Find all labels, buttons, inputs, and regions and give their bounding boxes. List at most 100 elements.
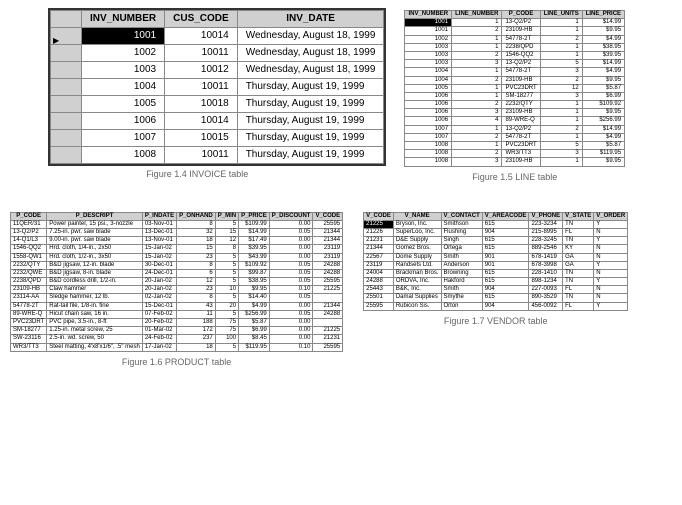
table-row: 10081PVC23DRT5$5.87 xyxy=(405,142,625,150)
cell: SM-18277 xyxy=(11,327,47,335)
table-row: 1001223109-HB1$9.95 xyxy=(405,27,625,35)
cell: FL xyxy=(563,302,594,310)
cell: 0.10 xyxy=(269,343,313,351)
cell: 54778-2T xyxy=(11,302,47,310)
table-row: 100321546-QQ21$39.95 xyxy=(405,51,625,59)
cell: 24288 xyxy=(313,261,343,269)
cell: 5 xyxy=(215,261,238,269)
cell: 3 xyxy=(452,109,502,117)
cell: 2 xyxy=(452,101,502,109)
cell xyxy=(313,294,343,302)
cell: 1 xyxy=(452,84,502,92)
cell: Damal Supplies xyxy=(393,294,441,302)
cell: $109.92 xyxy=(582,101,624,109)
cell: 20-Feb-02 xyxy=(142,319,176,327)
cell: 2232/QTY xyxy=(11,261,47,269)
table-row: 23119Randsets Ltd.Anderson901678-3998GAY xyxy=(364,261,628,269)
cell: $4.99 xyxy=(582,68,624,76)
cell: 678-1419 xyxy=(529,253,563,261)
table-row: 23109-HBClaw hammer20-Jan-022310$9.950.1… xyxy=(11,286,343,294)
cell: 10011 xyxy=(165,79,238,96)
cell: $14.99 xyxy=(582,60,624,68)
col: V_CODE xyxy=(313,212,343,220)
table-row: 100510018Thursday, August 19, 1999 xyxy=(51,96,384,113)
cell: 0.00 xyxy=(269,220,313,228)
table-row: 21226SuperLoo, Inc.Flushing904215-8995FL… xyxy=(364,228,628,236)
cell: Dome Supply xyxy=(393,253,441,261)
table-row: 100210011Wednesday, August 18, 1999 xyxy=(51,45,384,62)
col: V_STATE xyxy=(563,212,594,220)
invoice-table: INV_NUMBER CUS_CODE INV_DATE 100110014We… xyxy=(50,10,384,164)
cell: 901 xyxy=(482,253,529,261)
cell: 2 xyxy=(452,150,502,158)
row-selector[interactable] xyxy=(51,147,82,164)
vendor-table: V_CODE V_NAME V_CONTACT V_AREACODE V_PHO… xyxy=(363,212,628,311)
col: V_ORDER xyxy=(594,212,628,220)
cell: 2 xyxy=(540,125,582,133)
table-row: 2232/QTYB&D jigsaw, 12-in. blade30-Dec-0… xyxy=(11,261,343,269)
cell: Thursday, August 19, 1999 xyxy=(237,113,384,130)
row-selector[interactable] xyxy=(51,28,82,45)
cell: $9.95 xyxy=(582,109,624,117)
cell: 615 xyxy=(482,245,529,253)
row-selector[interactable] xyxy=(51,130,82,147)
cell: 456-0092 xyxy=(529,302,563,310)
cell: 20-Jan-02 xyxy=(142,278,176,286)
cell: 5 xyxy=(215,278,238,286)
table-row: 100312238/QPD1$38.95 xyxy=(405,43,625,51)
cell: FL xyxy=(563,228,594,236)
cell: 5 xyxy=(215,310,238,318)
col: P_INDATE xyxy=(142,212,176,220)
row-selector[interactable] xyxy=(51,45,82,62)
row-selector[interactable] xyxy=(51,113,82,130)
cell: $119.95 xyxy=(582,150,624,158)
cell: $4.99 xyxy=(582,35,624,43)
cell: $256.99 xyxy=(239,310,270,318)
cell: 13-Q2/P2 xyxy=(502,125,540,133)
cell: 25595 xyxy=(313,278,343,286)
cell: 07-Feb-02 xyxy=(142,310,176,318)
cell: 5 xyxy=(540,60,582,68)
cell: KY xyxy=(563,245,594,253)
cell: 0.10 xyxy=(269,286,313,294)
cell: 0.00 xyxy=(269,319,313,327)
cell: 5 xyxy=(215,269,238,277)
cell: Ortega xyxy=(441,245,482,253)
table-row: 14-Q1/L39.00-in. pwr. saw blade13-Nov-01… xyxy=(11,237,343,245)
table-row: 11QER/31Power painter, 15 psi., 3-nozzle… xyxy=(11,220,343,228)
cell: 1002 xyxy=(82,45,165,62)
row-selector[interactable] xyxy=(51,62,82,79)
cell: Sledge hammer, 12 lb. xyxy=(47,294,143,302)
cell: Wednesday, August 18, 1999 xyxy=(237,45,384,62)
cell: Gomez Bros. xyxy=(393,245,441,253)
cell: Rat-tail file, 1/8-in. fine xyxy=(47,302,143,310)
cell: 1 xyxy=(540,158,582,166)
row-selector[interactable] xyxy=(51,96,82,113)
cell: 89-WRE-Q xyxy=(502,117,540,125)
cell: 1008 xyxy=(82,147,165,164)
cell: 54778-2T xyxy=(502,133,540,141)
cell: Y xyxy=(594,220,628,228)
cell: $5.87 xyxy=(582,142,624,150)
cell: 1003 xyxy=(405,51,452,59)
table-row: SW-231162.5-in. wd. screw, 5024-Feb-0223… xyxy=(11,335,343,343)
cell: $9.95 xyxy=(582,27,624,35)
cell: 3 xyxy=(540,150,582,158)
invoice-table-wrap: INV_NUMBER CUS_CODE INV_DATE 100110014We… xyxy=(10,10,384,182)
cell: 2 xyxy=(452,133,502,141)
cell: 23119 xyxy=(313,245,343,253)
cell: SuperLoo, Inc. xyxy=(393,228,441,236)
cell: 25595 xyxy=(313,343,343,351)
cell: 0.00 xyxy=(269,327,313,335)
table-row: 24004Brackman Bros.Browning615228-1410TN… xyxy=(364,269,628,277)
cell: 54778-2T xyxy=(502,68,540,76)
cell: 21226 xyxy=(364,228,394,236)
cell: 21344 xyxy=(313,302,343,310)
col: P_MIN xyxy=(215,212,238,220)
line-table-wrap: INV_NUMBER LINE_NUMBER P_CODE LINE_UNITS… xyxy=(404,10,625,182)
cell: Hrd. cloth, 1/4-in., 2x50 xyxy=(47,245,143,253)
cell: 10015 xyxy=(165,130,238,147)
cell: 1004 xyxy=(405,76,452,84)
row-selector[interactable] xyxy=(51,79,82,96)
cell: 21344 xyxy=(364,245,394,253)
